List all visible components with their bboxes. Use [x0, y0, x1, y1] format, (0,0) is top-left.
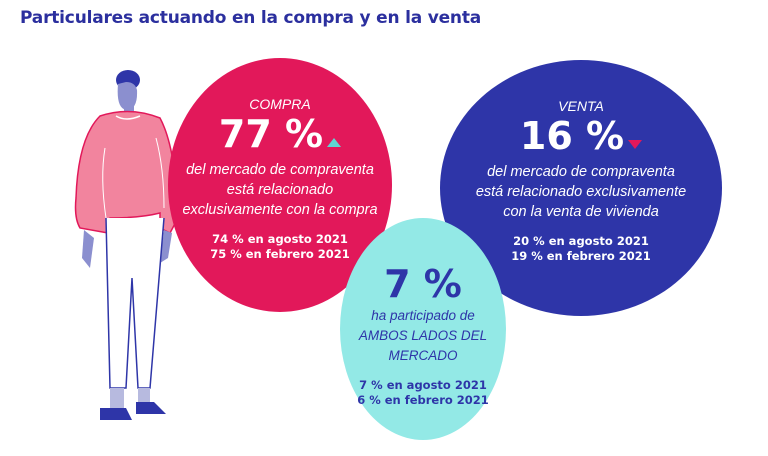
trend-up-icon	[327, 138, 342, 148]
compra-label: COMPRA	[249, 96, 311, 112]
compra-desc-line: está relacionado	[226, 182, 334, 198]
page-title: Particulares actuando en la compra y en …	[20, 8, 482, 28]
compra-history: 74 % en agosto 2021 75 % en febrero 2021	[168, 232, 392, 262]
ambos-desc-line: AMBOS LADOS DEL MERCADO	[358, 328, 488, 363]
compra-desc-line: exclusivamente con la compra	[182, 202, 378, 218]
ambos-circle: 7 % ha participado de AMBOS LADOS DEL ME…	[340, 218, 506, 440]
compra-value-row: 77 %	[168, 114, 392, 154]
compra-history-item: 74 % en agosto 2021	[212, 232, 348, 246]
ambos-desc-line: ha participado de	[371, 308, 475, 323]
venta-value-row: 16 %	[440, 116, 722, 156]
venta-description: del mercado de compraventa está relacion…	[440, 162, 722, 222]
ambos-history-item: 7 % en agosto 2021	[359, 378, 487, 392]
venta-label: VENTA	[558, 98, 604, 114]
ambos-value-row: 7 %	[340, 218, 506, 304]
compra-circle: COMPRA 77 % del mercado de compraventa e…	[168, 58, 392, 312]
shoe-icon	[100, 408, 132, 420]
ambos-history-item: 6 % en febrero 2021	[357, 393, 489, 407]
compra-desc-line: del mercado de compraventa	[186, 162, 374, 178]
venta-desc-line: del mercado de compraventa	[487, 164, 675, 180]
person-icon	[74, 70, 179, 420]
venta-history-item: 20 % en agosto 2021	[513, 234, 649, 248]
compra-history-item: 75 % en febrero 2021	[210, 247, 350, 261]
compra-description: del mercado de compraventa está relacion…	[168, 160, 392, 220]
trend-down-icon	[628, 140, 643, 150]
ambos-history: 7 % en agosto 2021 6 % en febrero 2021	[340, 378, 506, 408]
venta-history: 20 % en agosto 2021 19 % en febrero 2021	[440, 234, 722, 264]
ambos-description: ha participado de AMBOS LADOS DEL MERCAD…	[340, 306, 506, 366]
venta-value: 16 %	[519, 114, 625, 158]
venta-desc-line: con la venta de vivienda	[503, 204, 659, 220]
shoe-icon	[136, 402, 166, 414]
venta-desc-line: está relacionado exclusivamente	[475, 184, 687, 200]
ambos-value: 7 %	[384, 262, 462, 306]
person-illustration	[74, 70, 179, 420]
venta-circle: VENTA 16 % del mercado de compraventa es…	[440, 60, 722, 316]
venta-history-item: 19 % en febrero 2021	[511, 249, 651, 263]
compra-value: 77 %	[218, 112, 324, 156]
